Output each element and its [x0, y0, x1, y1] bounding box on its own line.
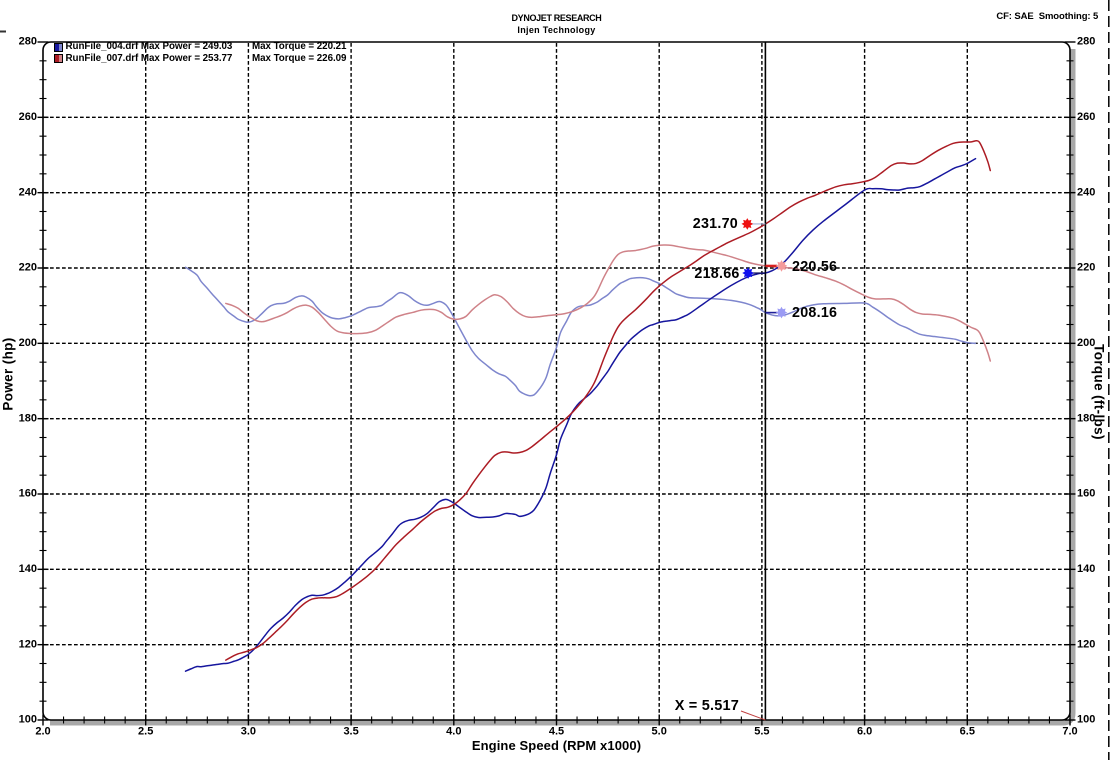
curve-torque-run007: [225, 244, 992, 362]
correction-smoothing-note: CF: SAE Smoothing: 5: [996, 11, 1099, 22]
y-axis-tick-label-left: 280: [19, 36, 37, 48]
y-axis-tick-label-right: 180: [1077, 412, 1095, 424]
curve-power-run007: [225, 140, 992, 661]
legend-label-run004: RunFile_004.drf Max Power = 249.03: [65, 41, 233, 52]
y-axis-left-title: Power (hp): [0, 337, 16, 411]
x-axis-tick-label: 6.0: [857, 726, 872, 738]
y-axis-tick-label-left: 160: [19, 488, 37, 500]
y-axis-tick-label-right: 140: [1077, 563, 1095, 575]
y-axis-tick-label-right: 240: [1077, 186, 1095, 198]
legend-swatch-run004: [54, 42, 63, 52]
legend-swatch-torque-color: [58, 55, 62, 62]
left-edge-mark: [0, 30, 6, 33]
cursor-x-connector: [740, 710, 766, 721]
legend-torque-run007: Max Torque = 226.09: [252, 52, 347, 64]
y-axis-tick-label-left: 120: [19, 638, 37, 650]
y-axis-tick-label-right: 280: [1077, 36, 1095, 48]
x-axis-tick-label: 2.5: [138, 726, 153, 738]
y-axis-tick-label-right: 120: [1077, 638, 1095, 650]
x-axis-tick-label: 6.5: [960, 726, 975, 738]
x-axis-tick-label: 4.5: [549, 726, 564, 738]
cursor-dot-torque-run004: [775, 306, 788, 319]
legend-swatch-power-color: [55, 43, 59, 51]
y-axis-tick-label-right: 100: [1077, 714, 1095, 726]
legend-swatch-power-color: [55, 55, 59, 62]
y-axis-tick-label-right: 160: [1077, 488, 1095, 500]
legend-label-run007: RunFile_007.drf Max Power = 253.77: [65, 52, 233, 64]
y-axis-tick-label-left: 140: [19, 563, 37, 575]
y-axis-tick-label-left: 240: [19, 186, 37, 198]
cursor-readout-power-run004: 218.66: [694, 266, 740, 282]
x-axis-tick-label: 4.0: [446, 726, 461, 738]
curve-power-run004: [184, 157, 977, 672]
curve-torque-run004: [184, 266, 977, 397]
cursor-dot-power-run004: [742, 267, 754, 279]
y-axis-tick-label-left: 200: [19, 337, 37, 349]
x-axis-tick-label: 3.0: [241, 726, 256, 738]
legend-torque-run004: Max Torque = 220.21: [252, 41, 347, 52]
y-axis-tick-label-right: 260: [1077, 111, 1095, 123]
legend-swatch-torque-color: [58, 43, 62, 51]
y-axis-tick-label-right: 220: [1077, 262, 1095, 274]
y-axis-tick-label-left: 180: [19, 412, 37, 424]
y-axis-right-title: Torque (ft-lbs): [1091, 344, 1107, 440]
page-title: DYNOJET RESEARCH: [511, 13, 602, 23]
x-axis-tick-label: 5.0: [652, 726, 667, 738]
cursor-readout-torque-run004: 208.16: [792, 305, 838, 321]
cursor-x-label: X = 5.517: [674, 698, 739, 714]
cursor-readout-power-run007: 231.70: [692, 216, 738, 232]
y-axis-tick-label-left: 100: [19, 714, 37, 726]
x-axis-tick-label: 7.0: [1062, 726, 1077, 738]
y-axis-tick-label-left: 260: [19, 111, 37, 123]
cursor-readout-torque-run007: 220.56: [792, 258, 838, 275]
legend-swatch-run007: [54, 54, 63, 63]
x-axis-tick-label: 5.5: [754, 726, 769, 738]
page-subtitle: Injen Technology: [517, 24, 596, 35]
cursor-dot-power-run007: [741, 218, 754, 230]
x-axis-tick-label: 3.5: [343, 726, 358, 738]
x-axis-tick-label: 2.0: [35, 726, 50, 738]
y-axis-tick-label-right: 200: [1077, 337, 1095, 349]
y-axis-tick-label-left: 220: [19, 262, 37, 274]
cursor-dot-torque-run007: [775, 260, 788, 272]
x-axis-title: Engine Speed (RPM x1000): [471, 738, 642, 753]
